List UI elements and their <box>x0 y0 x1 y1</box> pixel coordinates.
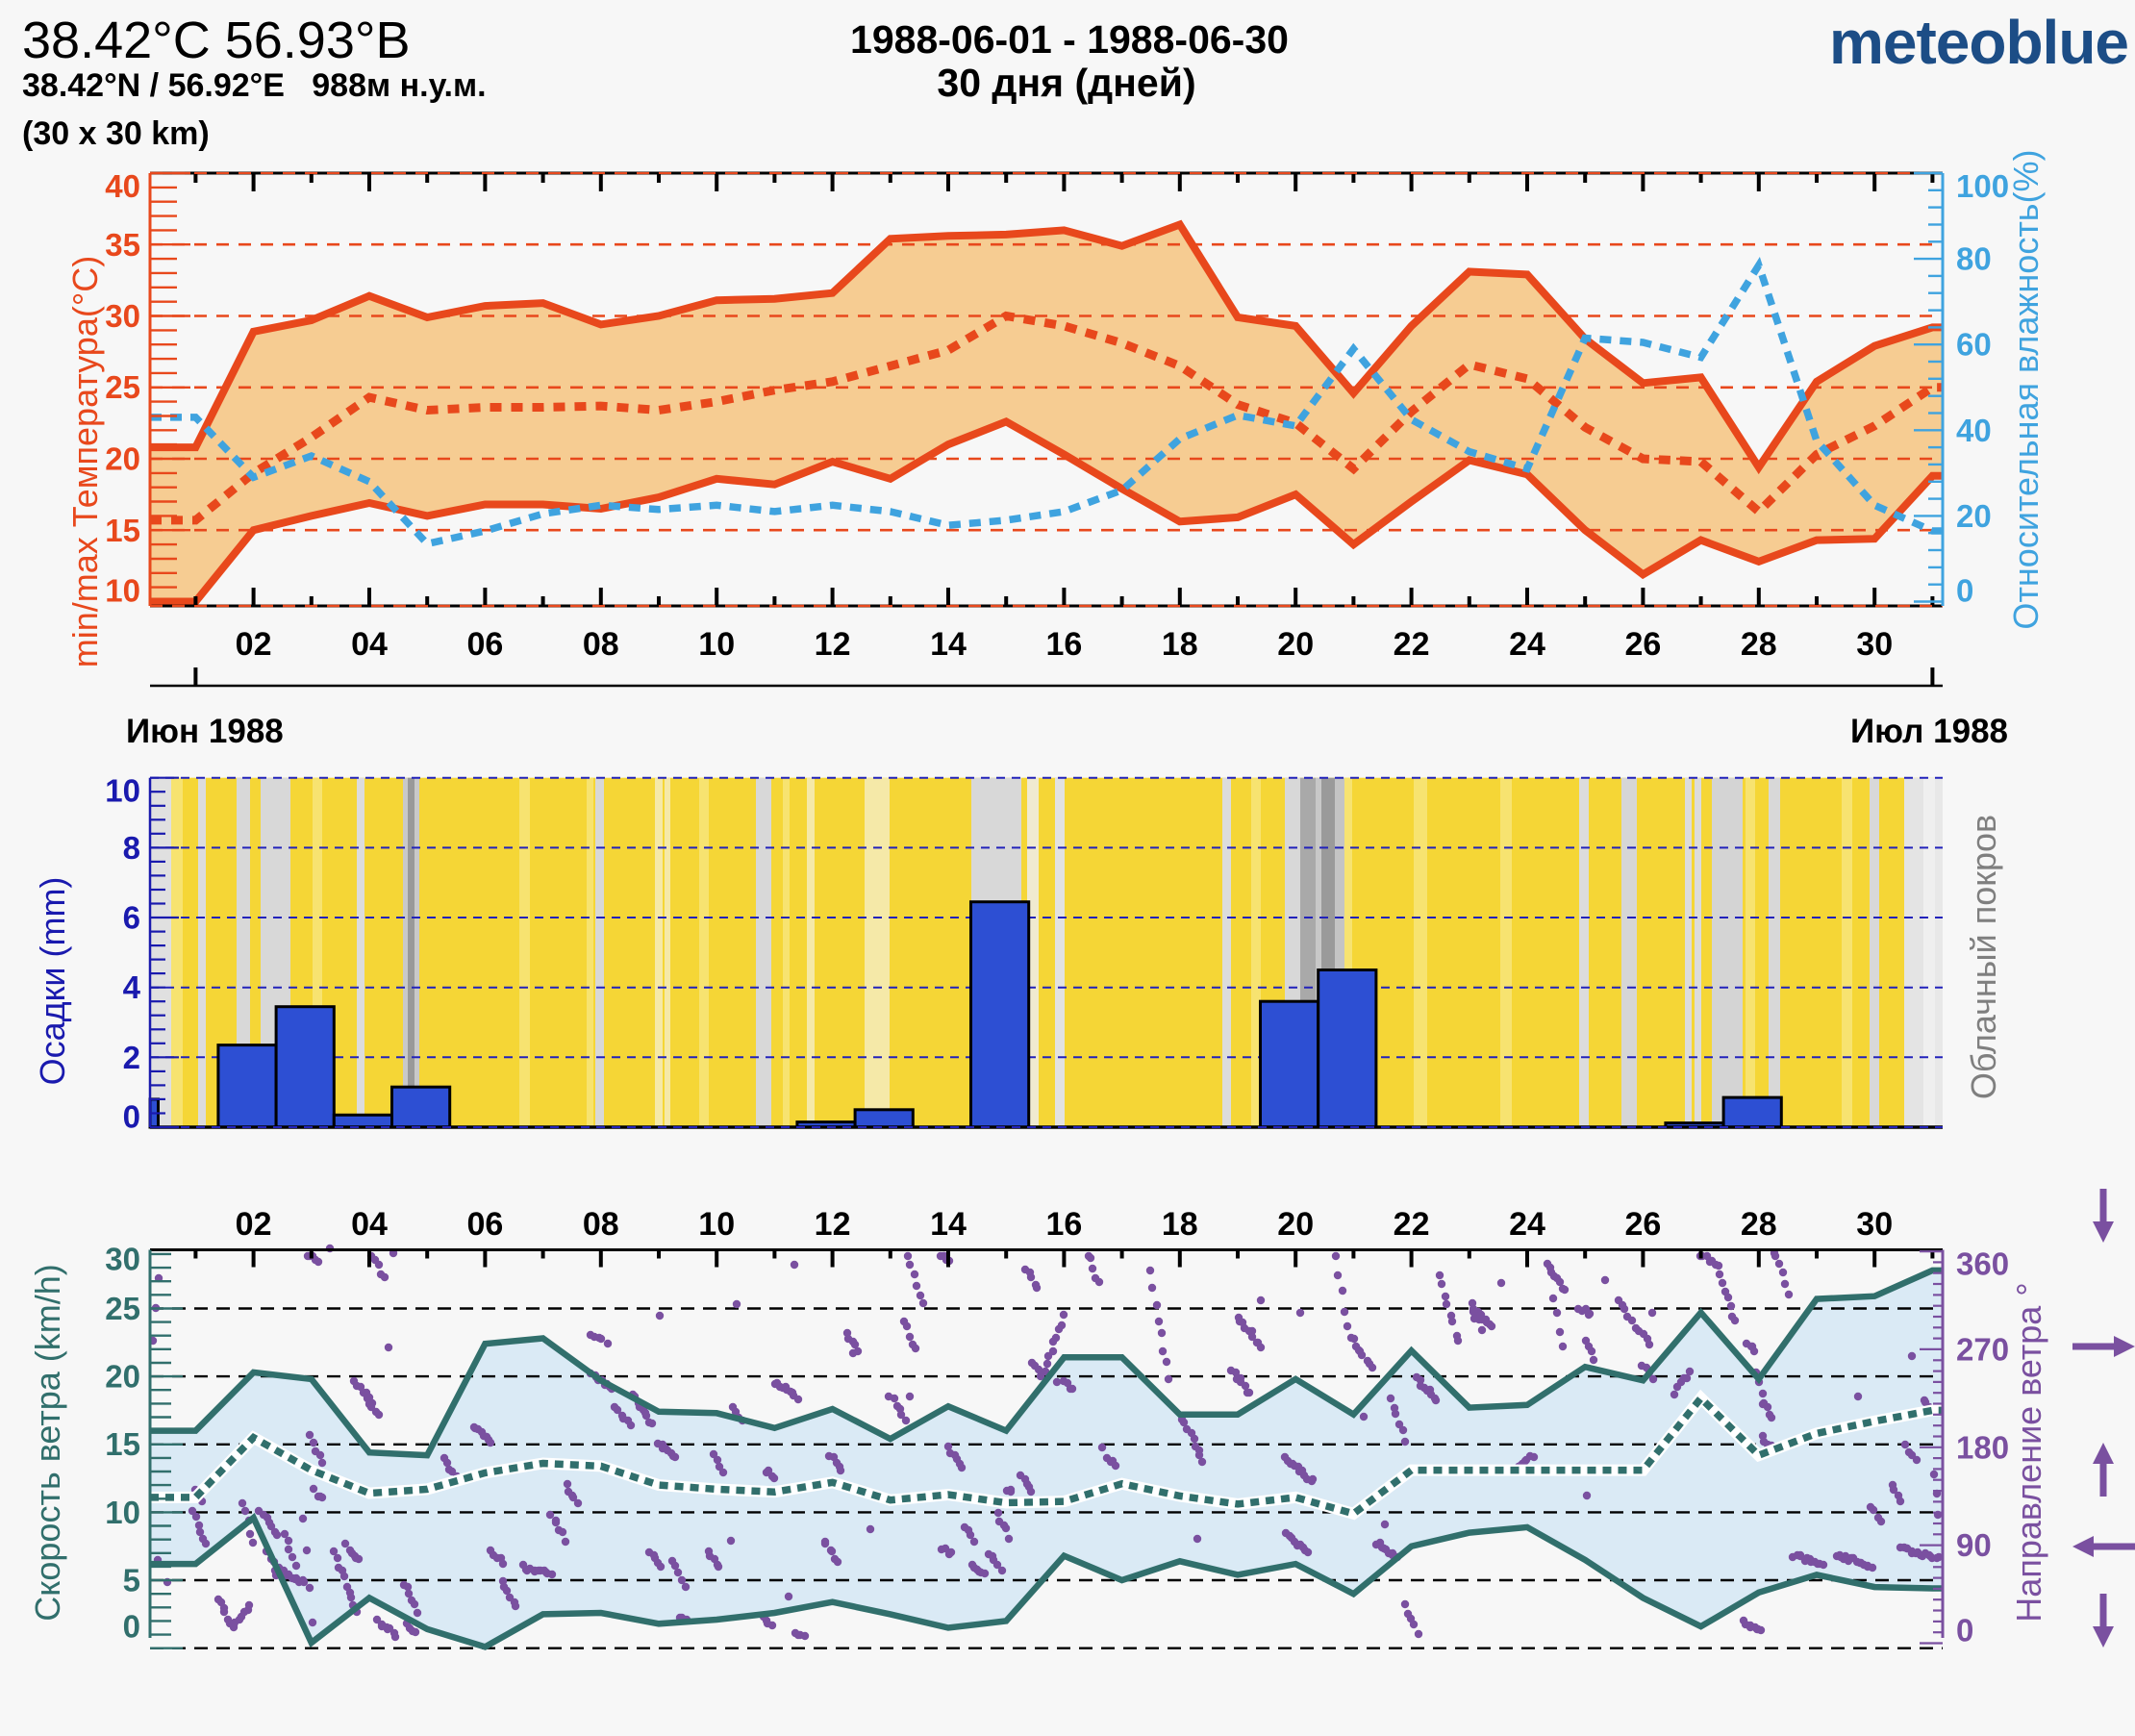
svg-text:08: 08 <box>583 626 619 663</box>
svg-text:2: 2 <box>123 1040 140 1075</box>
svg-text:6: 6 <box>123 900 140 936</box>
svg-text:28: 28 <box>1741 1206 1777 1243</box>
svg-text:1988-06-01 - 1988-06-30: 1988-06-01 - 1988-06-30 <box>850 17 1289 62</box>
svg-text:26: 26 <box>1624 626 1661 663</box>
svg-text:8: 8 <box>123 830 140 866</box>
svg-text:06: 06 <box>466 1206 503 1243</box>
svg-text:25: 25 <box>105 1291 140 1326</box>
svg-text:28: 28 <box>1741 626 1777 663</box>
svg-text:15: 15 <box>105 1426 140 1462</box>
svg-text:Скорость ветра (km/h): Скорость ветра (km/h) <box>28 1264 67 1622</box>
svg-text:(30 x 30 km): (30 x 30 km) <box>22 115 210 152</box>
svg-text:min/max Температура(°C): min/max Температура(°C) <box>65 256 105 667</box>
svg-text:16: 16 <box>1045 626 1082 663</box>
svg-text:02: 02 <box>236 626 272 663</box>
svg-text:90: 90 <box>1956 1527 1992 1563</box>
svg-text:22: 22 <box>1394 1206 1430 1243</box>
svg-text:18: 18 <box>1162 1206 1198 1243</box>
svg-text:14: 14 <box>930 626 967 663</box>
svg-text:02: 02 <box>236 1206 272 1243</box>
svg-text:35: 35 <box>105 227 140 263</box>
svg-text:4: 4 <box>123 969 141 1005</box>
svg-text:25: 25 <box>105 369 140 405</box>
svg-text:Облачный покров: Облачный покров <box>1964 815 2003 1099</box>
svg-text:meteoblue: meteoblue <box>1829 8 2128 77</box>
svg-text:5: 5 <box>123 1563 140 1598</box>
svg-text:18: 18 <box>1162 626 1198 663</box>
svg-text:10: 10 <box>698 1206 735 1243</box>
svg-text:16: 16 <box>1045 1206 1082 1243</box>
svg-text:180: 180 <box>1956 1429 2009 1465</box>
svg-text:12: 12 <box>815 626 851 663</box>
svg-text:04: 04 <box>351 1206 388 1243</box>
svg-text:30: 30 <box>1856 626 1893 663</box>
svg-text:0: 0 <box>1956 1613 1973 1648</box>
svg-text:Июн 1988: Июн 1988 <box>126 713 284 750</box>
svg-text:20: 20 <box>1277 626 1314 663</box>
svg-text:0: 0 <box>123 1609 140 1645</box>
svg-text:360: 360 <box>1956 1246 2009 1282</box>
svg-text:270: 270 <box>1956 1331 2009 1367</box>
svg-text:80: 80 <box>1956 241 1992 277</box>
svg-text:40: 40 <box>105 168 140 204</box>
svg-text:0: 0 <box>1956 573 1973 609</box>
svg-text:Относительная влажность(%): Относительная влажность(%) <box>2006 149 2046 629</box>
svg-text:20: 20 <box>105 1359 140 1395</box>
svg-text:20: 20 <box>1277 1206 1314 1243</box>
svg-text:26: 26 <box>1624 1206 1661 1243</box>
svg-text:30: 30 <box>1856 1206 1893 1243</box>
svg-text:24: 24 <box>1509 626 1545 663</box>
svg-text:30: 30 <box>105 1242 140 1277</box>
svg-text:10: 10 <box>105 1495 140 1530</box>
svg-text:20: 20 <box>105 441 140 477</box>
svg-text:Направление ветра °: Направление ветра ° <box>2009 1282 2048 1622</box>
svg-text:100: 100 <box>1956 168 2009 204</box>
svg-text:04: 04 <box>351 626 388 663</box>
svg-text:Осадки (mm): Осадки (mm) <box>33 877 72 1086</box>
svg-text:10: 10 <box>105 573 140 609</box>
svg-text:06: 06 <box>466 626 503 663</box>
svg-text:38.42°N / 56.92°E 988м н.у.м: 38.42°N / 56.92°E 988м н.у.м. <box>22 67 487 104</box>
svg-text:40: 40 <box>1956 413 1992 448</box>
svg-text:08: 08 <box>583 1206 619 1243</box>
svg-text:60: 60 <box>1956 327 1992 363</box>
svg-text:10: 10 <box>105 773 140 809</box>
svg-text:14: 14 <box>930 1206 967 1243</box>
svg-text:0: 0 <box>123 1099 140 1135</box>
svg-text:30: 30 <box>105 298 140 334</box>
svg-text:10: 10 <box>698 626 735 663</box>
svg-text:12: 12 <box>815 1206 851 1243</box>
svg-text:24: 24 <box>1509 1206 1545 1243</box>
svg-text:22: 22 <box>1394 626 1430 663</box>
svg-text:30 дня (дней): 30 дня (дней) <box>937 61 1195 105</box>
svg-text:Июл 1988: Июл 1988 <box>1850 713 2008 750</box>
svg-text:20: 20 <box>1956 498 1992 534</box>
svg-text:15: 15 <box>105 513 140 548</box>
svg-text:38.42°C 56.93°B: 38.42°C 56.93°B <box>22 12 410 69</box>
